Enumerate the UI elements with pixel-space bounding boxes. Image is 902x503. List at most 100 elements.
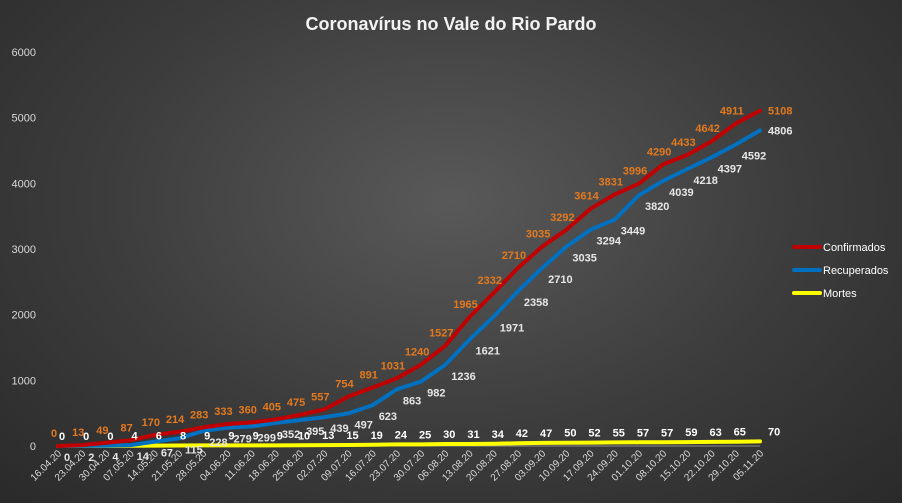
label-mortes: 8 (180, 430, 186, 442)
label-recuperados: 3294 (597, 236, 622, 248)
label-confirmados: 360 (238, 404, 256, 416)
label-confirmados: 405 (263, 401, 281, 413)
label-confirmados: 557 (311, 391, 329, 403)
chart-title: Coronavírus no Vale do Rio Pardo (305, 14, 596, 34)
label-mortes: 47 (540, 428, 552, 440)
label-mortes: 42 (516, 428, 528, 440)
y-tick-label: 3000 (12, 244, 36, 256)
label-recuperados: 1971 (500, 323, 524, 335)
label-confirmados: 3831 (599, 176, 623, 188)
label-recuperados: 3035 (572, 253, 596, 265)
y-axis: 0 1000 2000 3000 4000 5000 6000 (12, 47, 36, 453)
label-confirmados: 1031 (381, 360, 405, 372)
label-recuperados: 2358 (524, 297, 548, 309)
y-tick-label: 2000 (12, 310, 36, 322)
label-confirmados: 4642 (695, 123, 719, 135)
label-recuperados: 3820 (645, 201, 669, 213)
label-confirmados: 891 (360, 369, 378, 381)
label-recuperados: 982 (427, 388, 445, 400)
y-tick-label: 4000 (12, 178, 36, 190)
label-recuperados: 395 (306, 426, 324, 438)
label-mortes: 9 (228, 430, 234, 442)
label-mortes: 65 (734, 427, 746, 439)
label-confirmados: 3035 (526, 229, 550, 241)
label-mortes: 50 (564, 428, 576, 440)
label-confirmados: 333 (214, 406, 232, 418)
legend-label-confirmados: Confirmados (823, 242, 886, 254)
label-confirmados: 5108 (768, 106, 792, 118)
y-tick-label: 6000 (12, 47, 36, 59)
label-recuperados: 279 (233, 434, 251, 446)
label-mortes: 19 (371, 430, 383, 442)
label-recuperados: 228 (209, 437, 227, 449)
label-confirmados: 475 (287, 397, 305, 409)
label-confirmados: 4290 (647, 146, 671, 158)
label-mortes: 57 (661, 427, 673, 439)
label-recuperados: 623 (379, 411, 397, 423)
data-labels: 0 13 49 87 170 214 283 333 360 405 475 557754891103… (51, 106, 793, 464)
label-mortes: 15 (346, 430, 358, 442)
label-recuperados: 299 (258, 432, 276, 444)
series-line-confirmados (56, 108, 762, 448)
y-tick-label: 5000 (12, 113, 36, 125)
label-confirmados: 3996 (623, 166, 647, 178)
legend: Confirmados Recuperados Mortes (792, 242, 889, 300)
label-mortes: 0 (59, 431, 65, 443)
label-confirmados: 754 (335, 378, 354, 390)
label-confirmados: 2332 (477, 275, 501, 287)
label-mortes: 6 (156, 431, 162, 443)
label-confirmados: 4433 (671, 137, 695, 149)
y-tick-label: 0 (30, 441, 36, 453)
label-confirmados: 283 (190, 409, 208, 421)
label-recuperados: 4592 (742, 150, 766, 162)
legend-label-recuperados: Recuperados (823, 265, 889, 277)
label-confirmados: 1240 (405, 347, 429, 359)
label-mortes: 4 (132, 431, 139, 443)
label-recuperados: 4 (112, 452, 119, 464)
label-mortes: 59 (685, 427, 697, 439)
label-confirmados: 4911 (720, 106, 744, 118)
label-confirmados: 170 (142, 417, 160, 429)
label-confirmados: 2710 (502, 250, 526, 262)
label-mortes: 34 (492, 429, 505, 441)
label-recuperados: 2710 (548, 274, 572, 286)
label-mortes: 10 (298, 430, 310, 442)
label-confirmados: 1527 (429, 328, 453, 340)
label-mortes: 13 (322, 430, 334, 442)
label-mortes: 30 (443, 429, 455, 441)
label-confirmados: 87 (120, 422, 132, 434)
label-confirmados: 3614 (574, 191, 599, 203)
label-confirmados: 13 (72, 427, 84, 439)
label-mortes: 63 (709, 427, 721, 439)
label-confirmados: 0 (51, 428, 57, 440)
label-mortes: 0 (107, 431, 113, 443)
label-mortes: 57 (637, 427, 649, 439)
label-mortes: 25 (419, 429, 431, 441)
label-mortes: 31 (467, 429, 479, 441)
label-recuperados: 3449 (621, 226, 645, 238)
series-lines (56, 108, 762, 448)
series-line-mortes (56, 439, 762, 448)
label-recuperados: 2 (88, 452, 94, 464)
label-recuperados: 4039 (669, 187, 693, 199)
label-recuperados: 352 (282, 429, 300, 441)
label-mortes: 52 (588, 428, 600, 440)
label-recuperados: 0 (64, 452, 70, 464)
label-mortes: 9 (277, 430, 283, 442)
label-recuperados: 115 (185, 444, 203, 456)
label-recuperados: 439 (330, 423, 348, 435)
label-mortes: 24 (395, 429, 408, 441)
label-recuperados: 4806 (768, 125, 792, 137)
label-recuperados: 497 (354, 419, 372, 431)
label-recuperados: 4397 (718, 163, 742, 175)
label-mortes: 55 (613, 427, 625, 439)
label-recuperados: 1621 (476, 346, 500, 358)
label-confirmados: 214 (166, 414, 185, 426)
label-recuperados: 863 (403, 395, 421, 407)
label-recuperados: 14 (137, 451, 150, 463)
label-confirmados: 3292 (550, 212, 574, 224)
label-recuperados: 1236 (451, 371, 475, 383)
label-confirmados: 49 (96, 425, 108, 437)
label-recuperados: 67 (161, 448, 173, 460)
